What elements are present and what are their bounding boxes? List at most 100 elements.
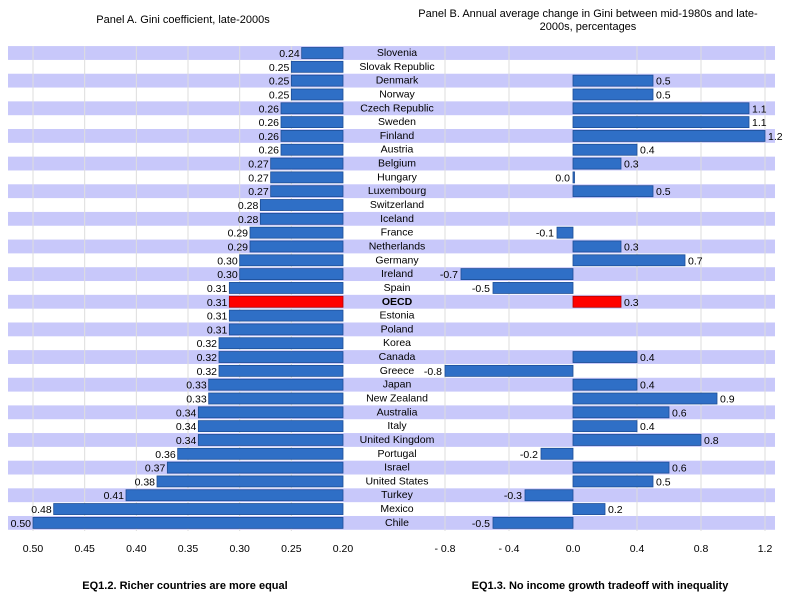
panel-b-tick-label: 0.4 xyxy=(630,543,645,555)
row-band xyxy=(8,211,775,226)
country-label: Korea xyxy=(383,337,411,349)
panel-b-bar xyxy=(572,420,638,433)
country-label: Switzerland xyxy=(370,199,424,211)
panel-b-value-label: -0.5 xyxy=(472,518,490,530)
panel-b-tick-label: 1.2 xyxy=(758,543,773,555)
country-label: Iceland xyxy=(380,213,414,225)
panel-a-value-label: 0.25 xyxy=(269,89,290,101)
country-label: New Zealand xyxy=(366,393,428,405)
panel-a-value-label: 0.25 xyxy=(269,76,290,88)
panel-a-tick-label: 0.30 xyxy=(229,543,250,555)
panel-b-value-label: -0.2 xyxy=(520,449,538,461)
country-label: OECD xyxy=(382,296,413,308)
panel-a-value-label: 0.30 xyxy=(217,269,238,281)
panel-b-value-label: 0.7 xyxy=(688,255,703,267)
panel-a-bar xyxy=(290,88,344,101)
panel-b-value-label: 0.3 xyxy=(624,159,639,171)
panel-a-value-label: 0.50 xyxy=(11,518,32,530)
panel-a-bar xyxy=(208,378,344,391)
panel-a-bar xyxy=(301,47,344,59)
panel-b-bar xyxy=(492,282,574,294)
country-label: Canada xyxy=(379,351,416,363)
panel-b-value-label: 1.1 xyxy=(752,117,767,129)
panel-a-bar xyxy=(249,240,344,253)
panel-b-value-label: 1.2 xyxy=(768,131,783,143)
country-label: Chile xyxy=(385,517,409,529)
panel-a-tick-label: 0.50 xyxy=(23,543,44,555)
panel-b-value-label: 0.0 xyxy=(555,172,570,184)
panel-a-value-label: 0.32 xyxy=(197,338,218,350)
panel-a-tick-label: 0.25 xyxy=(281,543,302,555)
panel-a-bar xyxy=(53,503,344,515)
panel-a-bar xyxy=(32,516,344,529)
panel-a-bar xyxy=(280,143,344,156)
country-label: Mexico xyxy=(380,503,413,515)
panel-a-bar xyxy=(259,212,344,225)
panel-a-tick-label: 0.20 xyxy=(333,543,354,555)
panel-a-bar xyxy=(218,337,344,350)
panel-a-bar xyxy=(280,116,344,128)
panel-b-value-label: 0.5 xyxy=(656,476,671,488)
panel-a-value-label: 0.33 xyxy=(186,394,207,406)
panel-b-bar xyxy=(572,74,654,87)
country-label: Slovak Republic xyxy=(359,61,434,73)
panel-a-value-label: 0.34 xyxy=(176,407,197,419)
panel-a-bar xyxy=(270,185,344,198)
panel-a-value-label: 0.27 xyxy=(248,186,269,198)
panel-b-bar xyxy=(572,461,670,474)
panel-b-value-label: 0.5 xyxy=(656,186,671,198)
panel-b-value-label: 0.6 xyxy=(672,463,687,475)
panel-b-bar xyxy=(540,447,574,460)
panel-b-value-label: 0.5 xyxy=(656,76,671,88)
panel-a-bar xyxy=(290,74,344,87)
panel-a-bar xyxy=(228,309,344,322)
row-band xyxy=(8,267,775,282)
panel-b-bar xyxy=(572,503,606,515)
panel-a-value-label: 0.33 xyxy=(186,380,207,392)
panel-b-bar xyxy=(524,489,574,502)
panel-b-value-label: -0.8 xyxy=(424,366,442,378)
panel-a-tick-label: 0.40 xyxy=(126,543,147,555)
panel-a-value-label: 0.32 xyxy=(197,366,218,378)
panel-b-bar xyxy=(572,392,718,405)
panel-a-value-label: 0.36 xyxy=(155,449,176,461)
panel-a-bar xyxy=(197,406,344,419)
panel-a-bar xyxy=(125,489,344,502)
country-label: Hungary xyxy=(377,171,417,183)
panel-b-bar xyxy=(572,351,638,363)
country-label: Ireland xyxy=(381,268,413,280)
panel-b-title-line1: Panel B. Annual average change in Gini b… xyxy=(418,8,758,20)
panel-a-value-label: 0.26 xyxy=(259,131,280,143)
panel-b-tick-label: - 0.8 xyxy=(434,543,455,555)
panel-a-value-label: 0.32 xyxy=(197,352,218,364)
country-label: Italy xyxy=(387,420,407,432)
panel-b-bar xyxy=(572,157,622,170)
country-label: Austria xyxy=(381,144,414,156)
panel-b-bar xyxy=(572,406,670,419)
panel-a-value-label: 0.27 xyxy=(248,159,269,171)
panel-b-bar xyxy=(572,171,575,184)
panel-a-value-label: 0.24 xyxy=(279,48,300,60)
panel-a-bar xyxy=(177,447,344,460)
panel-a-value-label: 0.30 xyxy=(217,255,238,267)
panel-a-value-label: 0.41 xyxy=(104,490,125,502)
panel-a-bar xyxy=(228,323,344,336)
country-label: France xyxy=(381,227,414,239)
panel-a-bar xyxy=(197,434,344,446)
panel-a-bar xyxy=(249,226,344,239)
row-band xyxy=(8,46,775,60)
panel-a-bar xyxy=(290,60,344,73)
country-label: Belgium xyxy=(378,158,416,170)
panel-a-value-label: 0.26 xyxy=(259,145,280,157)
panel-a-bars: 0.240.250.250.250.260.260.260.260.270.27… xyxy=(11,47,344,530)
country-label: Netherlands xyxy=(369,240,426,252)
panel-b-value-label: 0.3 xyxy=(624,241,639,253)
panel-b-bar xyxy=(572,434,702,446)
panel-b-value-label: -0.7 xyxy=(440,269,458,281)
panel-b-tick-label: 0.8 xyxy=(694,543,709,555)
panel-b-bar xyxy=(444,364,574,377)
panel-a-value-label: 0.34 xyxy=(176,435,197,447)
country-label: Portugal xyxy=(377,448,416,460)
panel-a-bar xyxy=(239,268,344,281)
panel-a-bar xyxy=(280,130,344,142)
